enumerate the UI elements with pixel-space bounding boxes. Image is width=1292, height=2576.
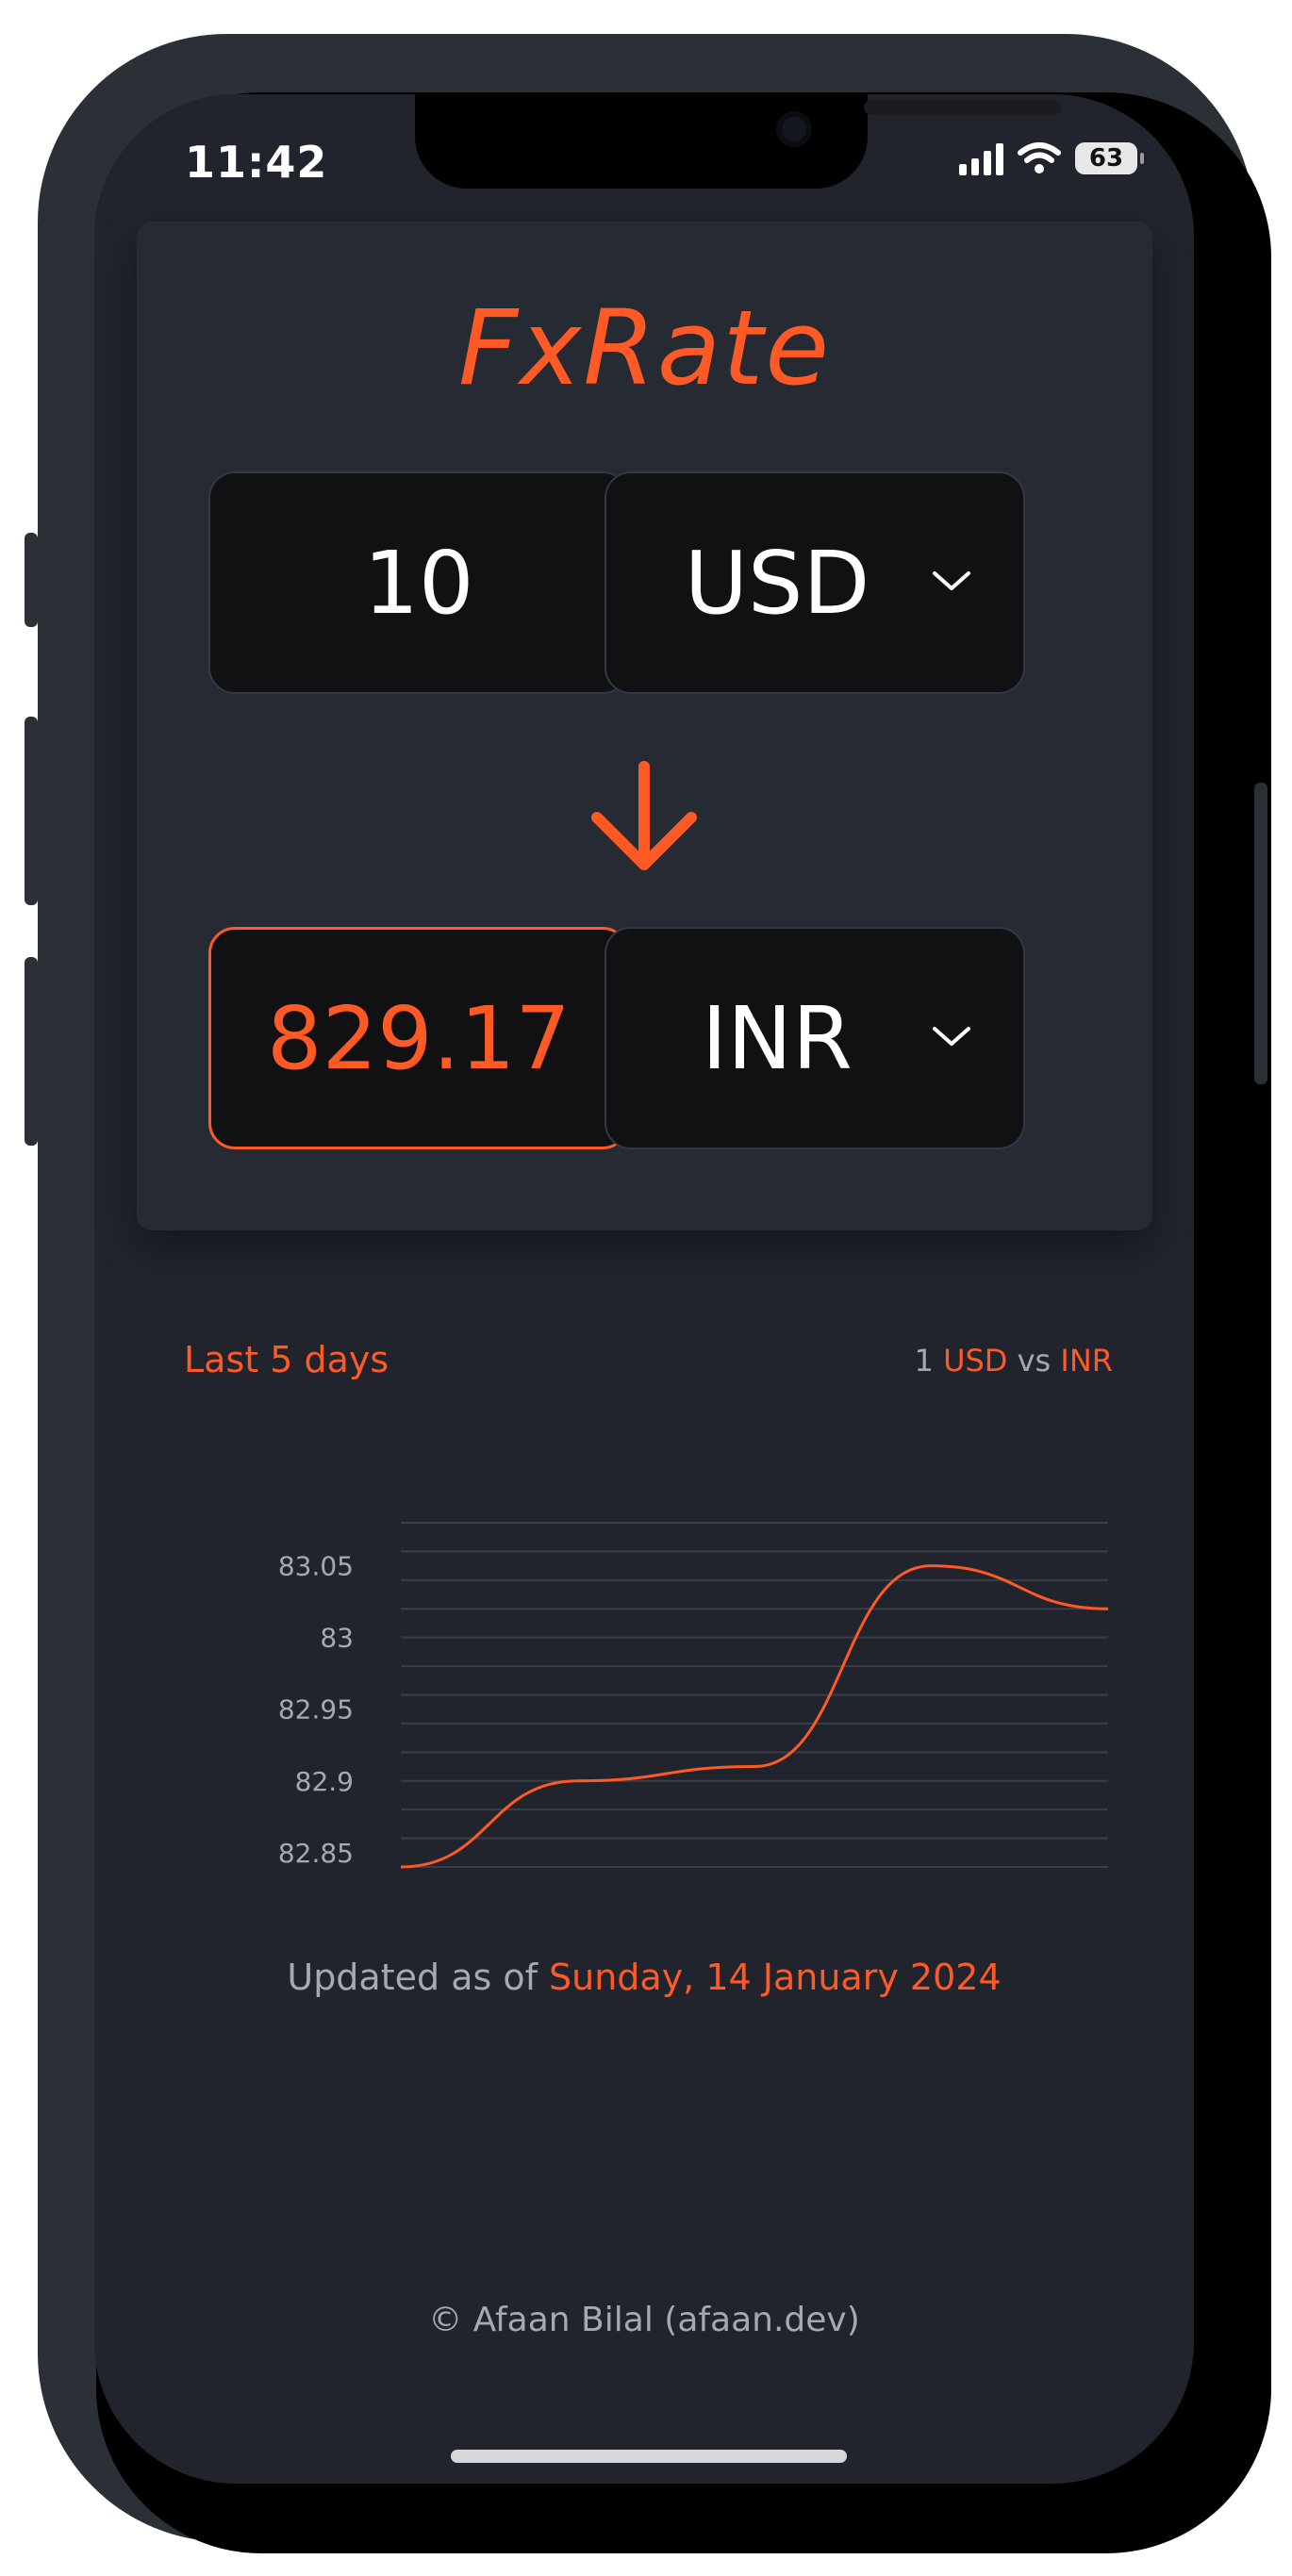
y-tick-label: 82.95: [278, 1694, 354, 1726]
amount-value: 10: [363, 532, 474, 634]
to-currency-value: INR: [702, 987, 853, 1089]
from-currency-value: USD: [684, 532, 870, 634]
amount-input[interactable]: 10: [208, 471, 629, 694]
rate-line-chart: 83.05 83 82.95 82.9 82.85: [278, 1522, 1109, 1869]
rate-series-line: [400, 1564, 1109, 1869]
compare-amount: 1: [914, 1343, 934, 1379]
y-tick-label: 82.9: [295, 1766, 354, 1797]
converter-card: FxRate 10 USD 829.17 INR: [137, 222, 1152, 1230]
cellular-signal-icon: [959, 141, 1003, 175]
speaker-grille: [864, 100, 1062, 115]
battery-icon: 63: [1075, 142, 1144, 174]
volume-up-button: [25, 717, 38, 905]
from-currency-select[interactable]: USD: [605, 471, 1025, 694]
arrow-down-icon: [591, 761, 697, 870]
result-output: 829.17: [208, 927, 629, 1149]
wifi-icon: [1018, 142, 1061, 173]
updated-note: Updated as of Sunday, 14 January 2024: [94, 1957, 1194, 1998]
chart-period-label: Last 5 days: [184, 1339, 389, 1380]
camera-icon: [776, 111, 812, 147]
home-indicator[interactable]: [451, 2450, 847, 2463]
to-currency-select[interactable]: INR: [605, 927, 1025, 1149]
compare-from: USD: [943, 1343, 1008, 1379]
updated-date: Sunday, 14 January 2024: [549, 1957, 1002, 1998]
y-tick-label: 83: [320, 1623, 354, 1654]
status-time: 11:42: [185, 137, 328, 188]
power-button: [1254, 783, 1267, 1084]
y-tick-label: 83.05: [278, 1551, 354, 1582]
footer-credit: © Afaan Bilal (afaan.dev): [428, 2301, 860, 2339]
action-button: [25, 533, 38, 627]
app-screen: 11:42 63 FxRate 10 USD 829.17: [94, 94, 1194, 2484]
chevron-down-icon: [933, 1027, 970, 1046]
chevron-down-icon: [933, 571, 970, 590]
compare-to: INR: [1060, 1343, 1113, 1379]
dynamic-island: [415, 94, 1062, 189]
status-icons: 63: [959, 141, 1144, 175]
compare-vs: vs: [1017, 1343, 1052, 1379]
result-value: 829.17: [267, 987, 571, 1089]
volume-down-button: [25, 957, 38, 1146]
y-tick-label: 82.85: [278, 1838, 354, 1869]
app-logo: FxRate: [457, 288, 831, 408]
updated-label: Updated as of: [287, 1957, 538, 1998]
chart-compare-label: 1 USD vs INR: [915, 1343, 1113, 1379]
